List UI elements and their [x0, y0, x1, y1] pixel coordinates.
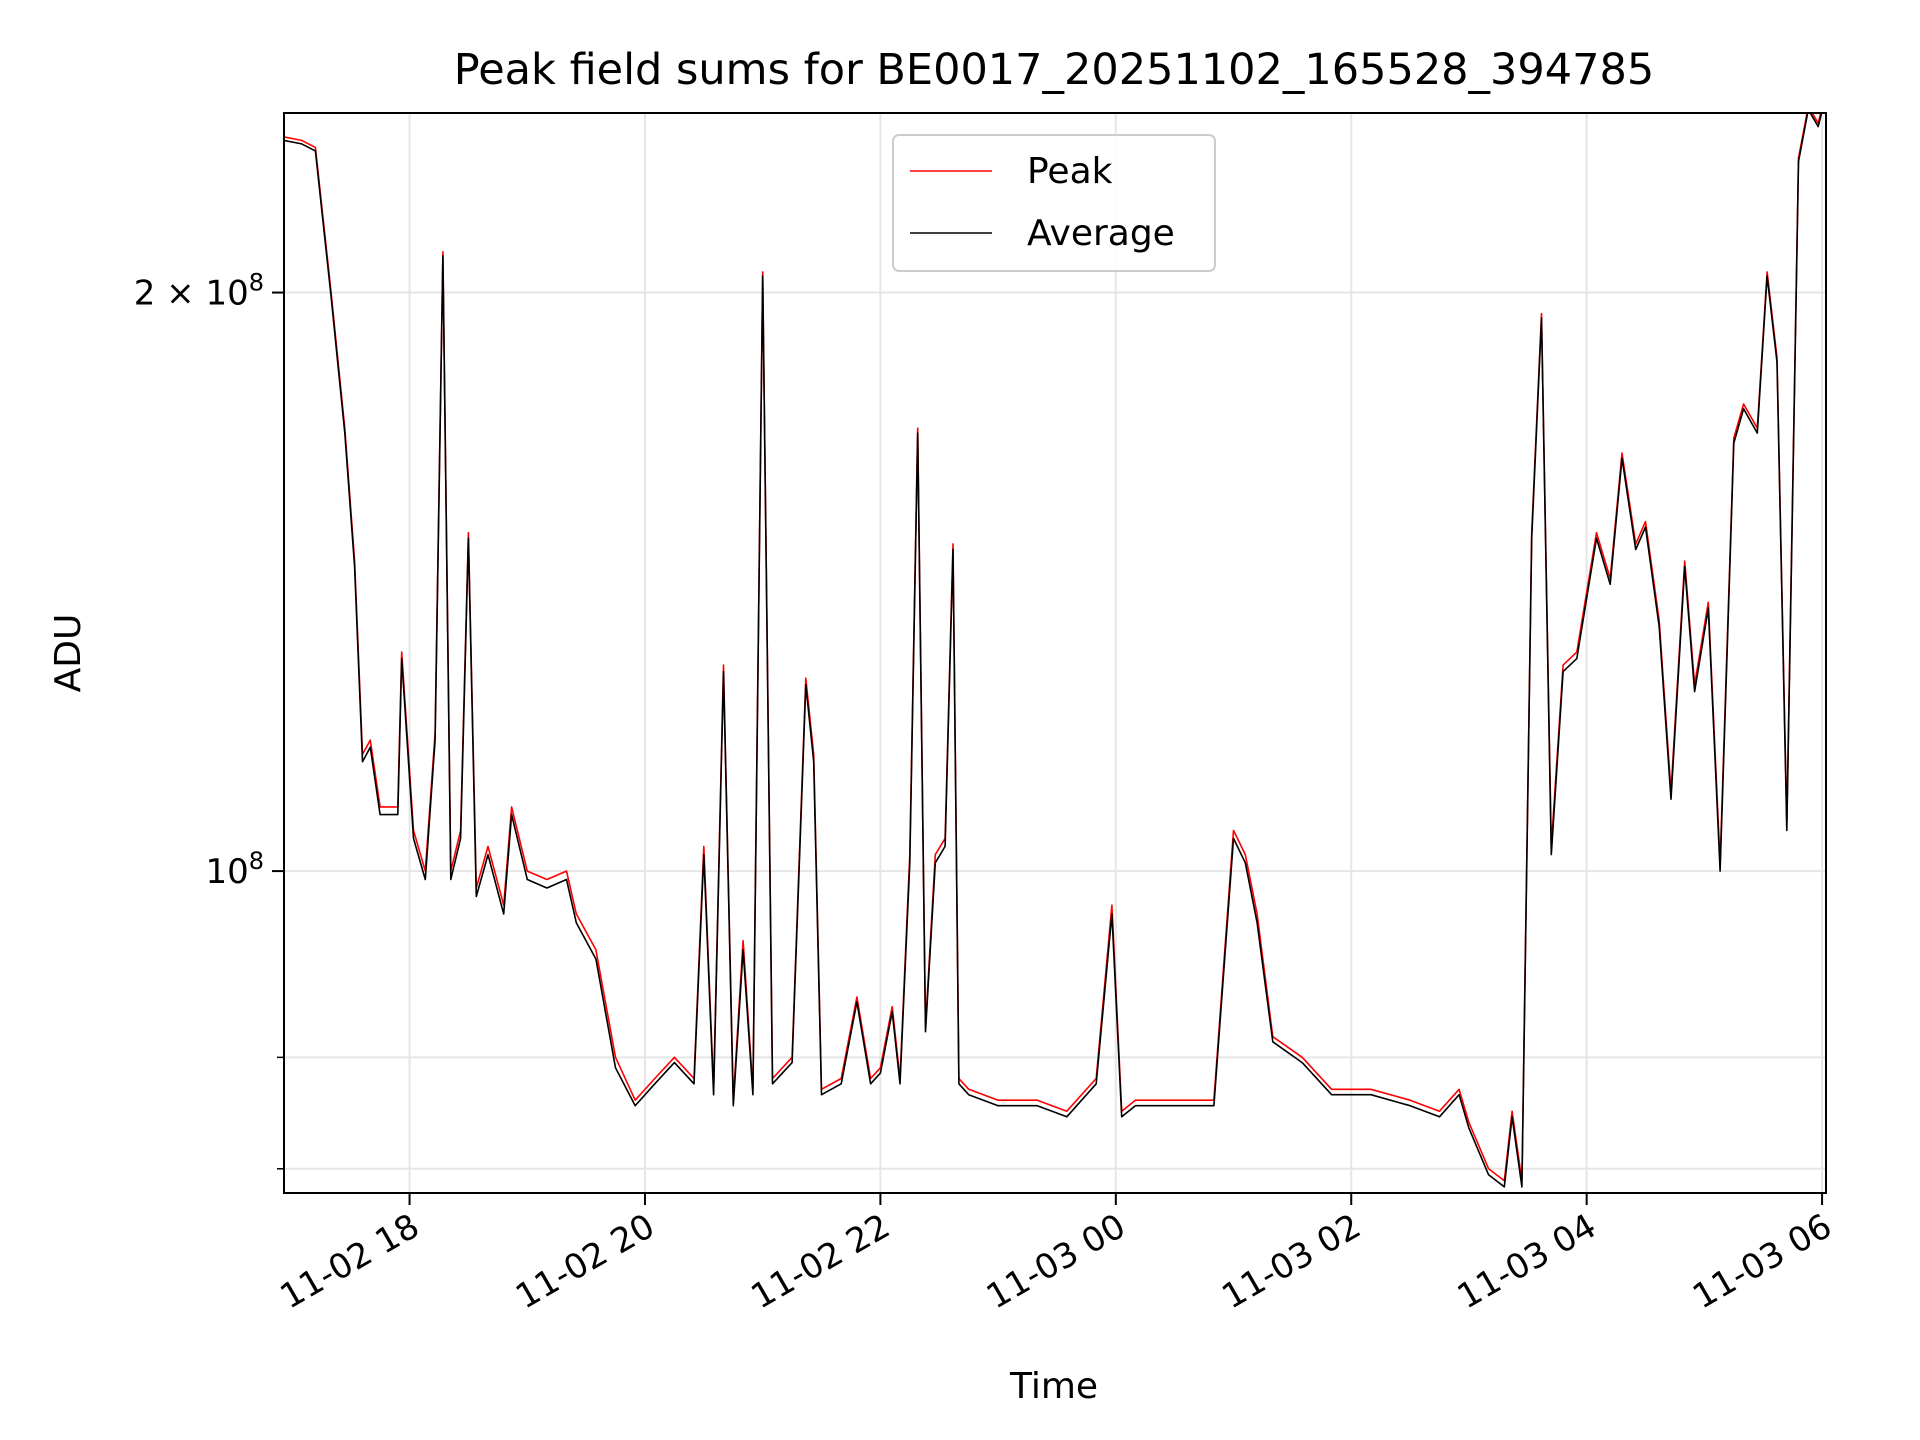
legend-label-average: Average — [1027, 213, 1175, 254]
series-line-average — [284, 113, 1823, 1188]
legend-label-peak: Peak — [1027, 151, 1113, 192]
y-tick-label: 2 × 108 — [134, 269, 264, 314]
y-axis: 108 2 × 108 — [134, 269, 284, 1170]
y-axis-label: ADU — [48, 614, 89, 693]
grid — [284, 113, 1826, 1193]
chart-title: Peak field sums for BE0017_20251102_1655… — [454, 45, 1654, 95]
y-tick-label: 108 — [205, 847, 264, 892]
x-axis-label: Time — [1009, 1366, 1098, 1407]
legend-box — [892, 134, 1216, 272]
plot-frame — [283, 112, 1827, 1194]
series-group — [284, 113, 1823, 1188]
legend: Peak Average — [892, 134, 1216, 272]
